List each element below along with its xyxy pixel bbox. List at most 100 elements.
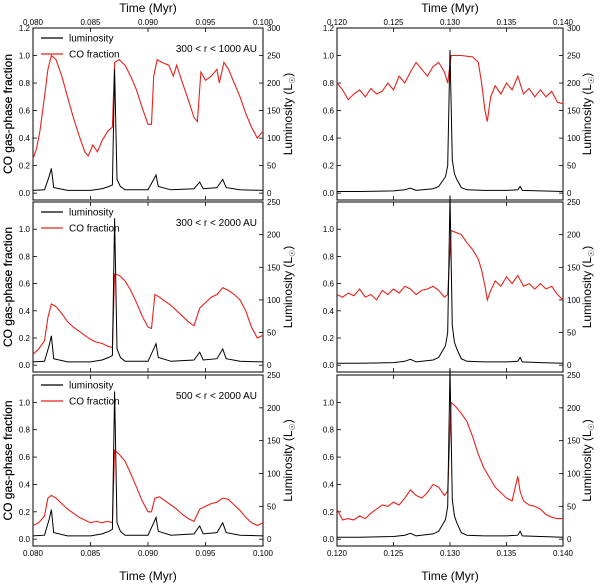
left-tick-label-r1c2-0: 0.0 xyxy=(323,189,335,198)
right-tick-label-r1c1-4: 200 xyxy=(267,79,281,88)
right-tick-label-r1c1-6: 300 xyxy=(267,24,281,33)
left-tick-label-r2c1-0: 0.0 xyxy=(19,361,31,370)
top-x-tick-label-r1c2-3: 0.135 xyxy=(496,18,517,27)
bottom-x-tick-label-r3c2-2: 0.130 xyxy=(440,549,461,558)
left-tick-label-r1c1-6: 1.2 xyxy=(19,24,31,33)
left-tick-label-r2c2-2: 0.4 xyxy=(323,307,335,316)
right-tick-label-r2c1-5: 250 xyxy=(267,198,281,207)
right-tick-label-r3c1-2: 100 xyxy=(267,470,281,479)
bottom-xlabel-left: Time (Myr) xyxy=(119,569,177,583)
top-x-tick-label-r1c2-2: 0.130 xyxy=(440,18,461,27)
radius-annotation-r3c1: 500 < r < 2000 AU xyxy=(176,391,257,402)
legend-label-co-r1c1: CO fraction xyxy=(69,50,120,61)
right-tick-label-r1c1-0: 0 xyxy=(267,189,272,198)
right-tick-label-r3c2-5: 250 xyxy=(567,371,581,380)
left-tick-label-r3c2-1: 0.2 xyxy=(323,508,335,517)
ylabel-right-r2c2: Luminosity (L☉) xyxy=(580,246,596,329)
left-tick-label-r2c1-2: 0.4 xyxy=(19,307,31,316)
bottom-x-tick-label-r3c1-0: 0.080 xyxy=(23,549,44,558)
right-tick-label-r1c2-3: 150 xyxy=(567,107,581,116)
left-tick-label-r3c2-2: 0.4 xyxy=(323,480,335,489)
legend-label-luminosity-r2c1: luminosity xyxy=(69,208,113,219)
ylabel-right-sun-r1c2: ☉ xyxy=(587,77,596,84)
top-x-tick-label-r1c1-1: 0.085 xyxy=(80,18,101,27)
panel-r3-c2: 0.0 0.2 0.4 0.6 0.8 1.0 0 50 100 150 200 250 0.120 0.… xyxy=(1,368,596,558)
ylabel-right-sun-r3c2: ☉ xyxy=(587,423,596,430)
ylabel-right-sun-r2c1: ☉ xyxy=(288,250,297,257)
left-tick-label-r3c1-3: 0.6 xyxy=(19,453,31,462)
right-tick-label-r2c1-0: 0 xyxy=(267,361,272,370)
ylabel-right-r1c1: Luminosity (L☉) xyxy=(281,73,297,156)
bottom-x-tick-label-r3c2-1: 0.125 xyxy=(383,549,404,558)
ylabel-right-text-r3c1: Luminosity (L xyxy=(281,430,295,502)
top-x-tick-label-r1c1-0: 0.080 xyxy=(23,18,44,27)
ylabel-right-sun-r3c1: ☉ xyxy=(288,423,297,430)
bottom-x-tick-label-r3c2-4: 0.140 xyxy=(553,549,574,558)
ylabel-left-r2c1: CO gas-phase fraction xyxy=(1,227,15,347)
ylabel-right-text-r2c1: Luminosity (L xyxy=(281,257,295,329)
right-tick-label-r3c2-0: 0 xyxy=(567,535,572,544)
left-tick-label-r2c2-4: 0.8 xyxy=(323,252,335,261)
panel-r1-c1: 0.00.20.40.60.81.01.20501001502002503000… xyxy=(1,18,297,201)
right-tick-label-r3c1-4: 200 xyxy=(267,404,281,413)
top-xlabel-left: Time (Myr) xyxy=(119,1,177,15)
left-tick-label-r2c2-1: 0.2 xyxy=(323,334,335,343)
left-tick-label-r3c1-5: 1.0 xyxy=(19,398,31,407)
right-tick-label-r3c1-5: 250 xyxy=(267,371,281,380)
bottom-x-tick-label-r3c1-3: 0.095 xyxy=(195,549,216,558)
ylabel-right-end-r2c2: ) xyxy=(580,246,594,250)
ylabel-right-text-r1c2: Luminosity (L xyxy=(580,84,594,156)
top-xlabel-right: Time (Myr) xyxy=(421,1,479,15)
ylabel-right-sun-r1c1: ☉ xyxy=(288,77,297,84)
bottom-x-tick-label-r3c2-3: 0.135 xyxy=(496,549,517,558)
right-tick-label-r3c2-2: 100 xyxy=(567,470,581,479)
right-tick-label-r1c2-6: 300 xyxy=(567,24,581,33)
bottom-x-tick-label-r3c1-2: 0.090 xyxy=(138,549,159,558)
ylabel-right-end-r3c1: ) xyxy=(281,419,295,423)
legend-label-co-r3c1: CO fraction xyxy=(69,397,120,408)
bottom-x-tick-label-r3c2-0: 0.120 xyxy=(327,549,348,558)
left-tick-label-r1c2-3: 0.6 xyxy=(323,107,335,116)
left-tick-label-r3c1-4: 0.8 xyxy=(19,426,31,435)
luminosity-line-r1c2 xyxy=(337,49,564,192)
left-tick-label-r3c1-0: 0.0 xyxy=(19,535,31,544)
ylabel-right-end-r1c2: ) xyxy=(580,73,594,77)
right-tick-label-r1c2-5: 250 xyxy=(567,52,581,61)
right-tick-label-r2c1-3: 150 xyxy=(267,263,281,272)
left-tick-label-r1c2-4: 0.8 xyxy=(323,79,335,88)
left-tick-label-r2c2-3: 0.6 xyxy=(323,280,335,289)
left-tick-label-r1c1-1: 0.2 xyxy=(19,162,31,171)
top-x-tick-label-r1c1-4: 0.100 xyxy=(253,18,274,27)
left-tick-label-r1c2-5: 1.0 xyxy=(323,52,335,61)
right-tick-label-r2c2-1: 50 xyxy=(567,329,576,338)
left-tick-label-r1c1-5: 1.0 xyxy=(19,52,31,61)
co-fraction-line-r2c2 xyxy=(336,229,564,303)
right-tick-label-r1c2-0: 0 xyxy=(567,189,572,198)
right-tick-label-r1c2-1: 50 xyxy=(567,162,576,171)
right-tick-label-r2c2-3: 150 xyxy=(567,263,581,272)
ylabel-right-r3c1: Luminosity (L☉) xyxy=(281,419,297,502)
right-tick-label-r2c1-1: 50 xyxy=(267,329,276,338)
top-x-tick-label-r1c2-4: 0.140 xyxy=(553,18,574,27)
co-fraction-line-r1c1 xyxy=(32,54,264,159)
radius-annotation-r1c1: 300 < r < 1000 AU xyxy=(176,44,257,55)
right-tick-label-r1c1-2: 100 xyxy=(267,134,281,143)
right-tick-label-r2c2-5: 250 xyxy=(567,198,581,207)
right-tick-label-r2c2-4: 200 xyxy=(567,231,581,240)
left-tick-label-r2c1-1: 0.2 xyxy=(19,334,31,343)
right-tick-label-r3c2-3: 150 xyxy=(567,437,581,446)
ylabel-right-end-r3c2: ) xyxy=(580,419,594,423)
right-tick-label-r1c1-3: 150 xyxy=(267,107,281,116)
right-tick-label-r1c2-2: 100 xyxy=(567,134,581,143)
ylabel-right-text-r1c1: Luminosity (L xyxy=(281,84,295,156)
ylabel-right-r2c1: Luminosity (L☉) xyxy=(281,246,297,329)
luminosity-line-r3c1 xyxy=(32,391,264,537)
left-tick-label-r2c2-0: 0.0 xyxy=(323,361,335,370)
left-tick-label-r1c2-6: 1.2 xyxy=(323,24,335,33)
legend-label-co-r2c1: CO fraction xyxy=(69,224,120,235)
left-tick-label-r1c1-2: 0.4 xyxy=(19,134,31,143)
left-tick-label-r1c1-4: 0.8 xyxy=(19,79,31,88)
right-tick-label-r2c1-4: 200 xyxy=(267,231,281,240)
radius-annotation-r2c1: 300 < r < 2000 AU xyxy=(176,218,257,229)
right-tick-label-r2c1-2: 100 xyxy=(267,296,281,305)
